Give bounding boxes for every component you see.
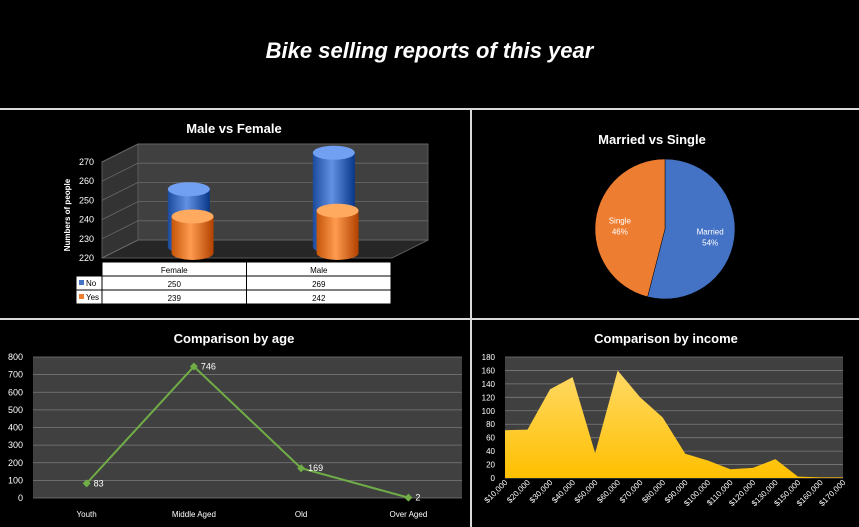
chart4-x-tick-label: $60,000 [595, 478, 622, 505]
chart1-floor [101, 239, 429, 259]
chart1-y-tick-label: 250 [79, 195, 94, 205]
divider-top [0, 108, 859, 110]
chart3-point [297, 464, 306, 473]
chart4-area [505, 370, 843, 478]
chart4-title: Comparison by income [594, 331, 738, 346]
chart3-x-tick-label: Old [295, 510, 307, 519]
chart4-y-tick-label: 120 [482, 393, 496, 402]
chart3-y-tick-label: 0 [18, 493, 23, 503]
chart1-title: Male vs Female [186, 121, 281, 136]
chart3-y-tick-label: 600 [8, 387, 23, 397]
chart3-y-tick-label: 300 [8, 440, 23, 450]
chart2-slice-value-married: 54% [702, 239, 718, 248]
chart1-y-tick-label: 260 [79, 176, 94, 186]
chart1-bar-yes-female [171, 216, 214, 260]
chart2-slice-single [594, 158, 666, 298]
chart1-legend-swatch-yes [79, 294, 84, 299]
chart2-title: Married vs Single [598, 132, 706, 147]
chart4-y-tick-label: 60 [486, 434, 495, 443]
chart2-slice-label-married: Married [697, 228, 724, 237]
chart4-x-tick-label: $50,000 [573, 478, 600, 505]
chart1-table-value: 269 [312, 280, 326, 289]
chart3-y-tick-label: 100 [8, 475, 23, 485]
chart1-table-category: Female [161, 266, 188, 275]
chart3-y-tick-label: 500 [8, 405, 23, 415]
chart1-y-axis-label: Numbers of people [63, 178, 72, 251]
chart3-x-tick-label: Middle Aged [172, 510, 216, 519]
chart4-y-tick-label: 80 [486, 420, 495, 429]
chart4-x-tick-label: $30,000 [528, 478, 555, 505]
chart4-y-tick-label: 0 [491, 474, 496, 483]
chart3-x-tick-label: Youth [77, 510, 97, 519]
chart4-y-tick-label: 140 [482, 380, 496, 389]
chart3-y-tick-label: 800 [8, 352, 23, 362]
chart1-bar-yes-male [316, 210, 359, 260]
divider-vertical [470, 108, 472, 527]
chart4-y-tick-label: 100 [482, 407, 496, 416]
divider-middle [0, 318, 859, 320]
chart1-legend-label-no: No [86, 279, 97, 288]
chart1-table-value: 250 [168, 280, 182, 289]
chart1-table-row [75, 289, 392, 305]
chart3-point [404, 493, 413, 502]
chart1-y-tick-label: 240 [79, 215, 94, 225]
chart3-title: Comparison by age [174, 331, 295, 346]
chart3-data-label: 2 [415, 493, 420, 503]
chart1-table-value: 242 [312, 294, 326, 303]
chart4-y-tick-label: 160 [482, 366, 496, 375]
chart1-legend-swatch-no [79, 280, 84, 285]
page-title: Bike selling reports of this year [265, 38, 594, 63]
chart3-y-tick-label: 200 [8, 458, 23, 468]
chart1-bar-top-yes-male [316, 203, 359, 218]
chart3-point [82, 479, 91, 488]
chart1-side-wall [101, 143, 139, 259]
chart1-table-value: 239 [168, 294, 182, 303]
chart1-y-tick-label: 220 [79, 253, 94, 263]
chart1-y-tick-label: 270 [79, 157, 94, 167]
chart3-data-label: 169 [308, 463, 323, 473]
chart1-y-tick-label: 230 [79, 234, 94, 244]
chart1-bar-top-no-female [167, 182, 210, 197]
chart1-legend-label-yes: Yes [86, 293, 99, 302]
chart4-y-tick-label: 40 [486, 447, 495, 456]
chart2-slice-married [647, 158, 736, 300]
chart1-bar-top-yes-female [171, 209, 214, 224]
chart4-x-tick-label: $10,000 [483, 478, 510, 505]
chart1-table-category: Male [310, 266, 328, 275]
chart4-x-tick-label: $80,000 [640, 478, 667, 505]
chart3-data-label: 746 [201, 362, 216, 372]
chart4-x-tick-label: $40,000 [550, 478, 577, 505]
chart3-y-tick-label: 400 [8, 423, 23, 433]
chart1-table-row [75, 275, 392, 291]
chart1-gridline [101, 143, 428, 163]
chart3-x-tick-label: Over Aged [389, 510, 427, 519]
chart3-point [189, 362, 198, 371]
chart3-y-tick-label: 700 [8, 370, 23, 380]
chart4-y-tick-label: 20 [486, 461, 495, 470]
chart2-slice-label-single: Single [609, 216, 632, 225]
chart1-bar-top-no-male [312, 145, 355, 160]
chart4-y-tick-label: 180 [482, 353, 496, 362]
chart3-data-label: 83 [94, 478, 104, 488]
chart3-series-line [85, 365, 409, 499]
chart4-x-tick-label: $70,000 [618, 478, 645, 505]
chart4-x-tick-label: $20,000 [505, 478, 532, 505]
chart2-slice-value-single: 46% [612, 227, 628, 236]
